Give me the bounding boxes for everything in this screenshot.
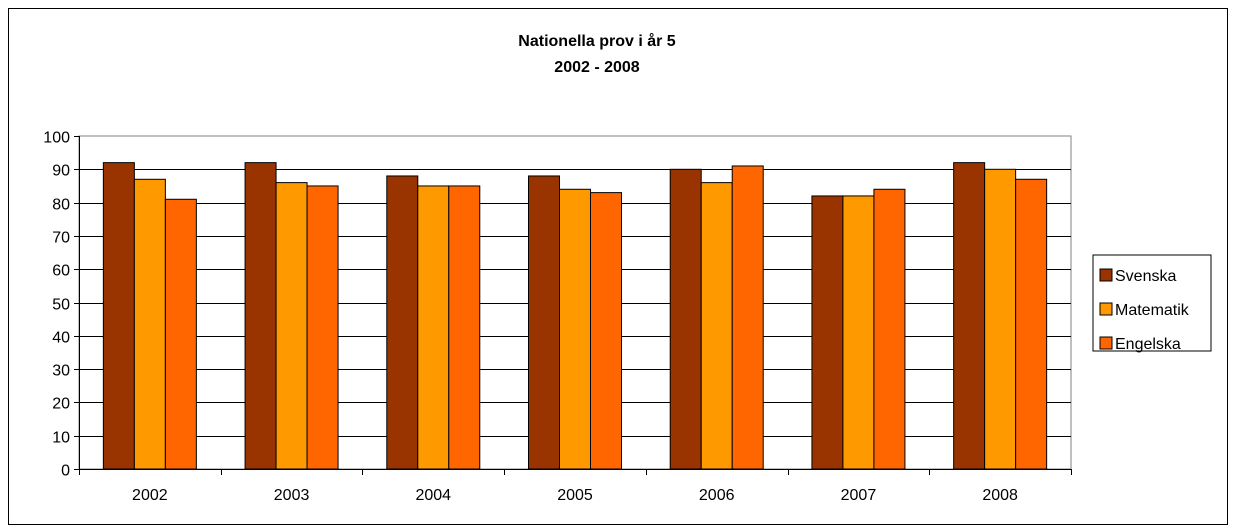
y-tick-label: 10: [52, 430, 70, 447]
bar-svenska-2002: [102, 162, 135, 470]
legend-label-svenska: Svenska: [1115, 268, 1176, 285]
y-tick-label: 40: [52, 330, 70, 347]
bar-matematik-2002: [133, 178, 166, 470]
bar-svenska-2007: [811, 195, 844, 470]
y-tick-label: 90: [52, 163, 70, 180]
x-tick-label: 2003: [274, 487, 310, 504]
y-tick-label: 50: [52, 297, 70, 314]
bar-matematik-2007: [842, 195, 875, 470]
legend: Svenska Matematik Engelska: [1092, 254, 1212, 353]
legend-box: [1092, 254, 1212, 352]
y-tick-label: 80: [52, 197, 70, 214]
y-tick-label: 0: [61, 463, 70, 480]
legend-swatch-engelska: [1099, 336, 1113, 350]
legend-label-engelska: Engelska: [1115, 336, 1181, 353]
bar-engelska-2003: [306, 185, 339, 470]
bar-svenska-2008: [953, 162, 986, 470]
bar-svenska-2005: [528, 175, 560, 470]
x-tick-label: 2004: [415, 487, 451, 504]
bar-engelska-2006: [731, 165, 764, 470]
bar-svenska-2003: [244, 162, 277, 470]
chart-title-line-2: 2002 - 2008: [554, 59, 640, 76]
legend-label-matematik: Matematik: [1115, 302, 1190, 319]
bar-svenska-2004: [386, 175, 419, 470]
bar-engelska-2002: [164, 198, 197, 470]
plot-area: 0 10 20 30 40 50 60 70 80 90 100 2002 2003 2004 2005 20…: [43, 130, 1072, 504]
y-tick-label: 60: [52, 263, 70, 280]
x-tick-label: 2008: [982, 487, 1018, 504]
x-tick-label: 2002: [132, 487, 168, 504]
bar-matematik-2006: [700, 182, 733, 470]
bar-matematik-2004: [417, 185, 450, 470]
bar-matematik-2008: [984, 168, 1017, 470]
y-tick-label: 20: [52, 396, 70, 413]
bar-engelska-2008: [1015, 178, 1048, 470]
bar-engelska-2005: [590, 192, 622, 470]
y-tick-label: 70: [52, 230, 70, 247]
y-tick-label: 30: [52, 363, 70, 380]
bar-engelska-2007: [873, 188, 906, 470]
legend-swatch-svenska: [1099, 268, 1113, 282]
bar-matematik-2003: [275, 182, 308, 470]
y-tick-label: 100: [43, 130, 70, 147]
bar-svenska-2006: [669, 168, 702, 470]
x-tick-label: 2006: [699, 487, 735, 504]
chart-title-line-1: Nationella prov i år 5: [518, 32, 675, 50]
x-tick-label: 2005: [557, 487, 593, 504]
bar-engelska-2004: [448, 185, 481, 470]
legend-swatch-matematik: [1099, 302, 1113, 316]
x-tick-label: 2007: [841, 487, 877, 504]
bar-matematik-2005: [559, 188, 591, 470]
